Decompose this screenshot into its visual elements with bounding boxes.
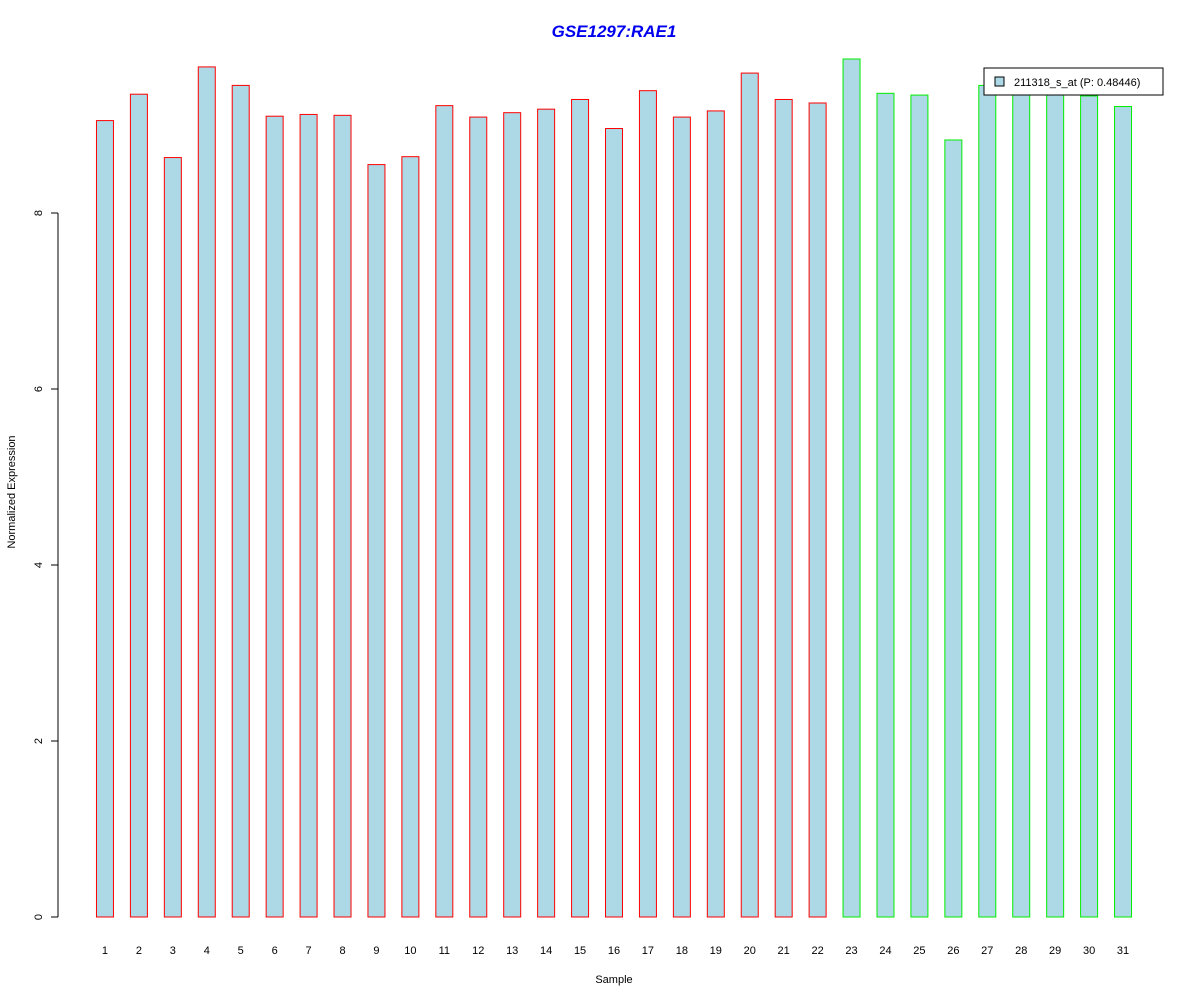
y-tick-label: 2 (33, 738, 45, 744)
bar-sample-21 (774, 98, 793, 918)
bar-sample-12 (469, 116, 488, 918)
x-tick-label: 5 (238, 945, 244, 957)
legend: 211318_s_at (P: 0.48446) (983, 67, 1164, 96)
bar-sample-18 (672, 116, 691, 918)
bar-sample-9 (367, 164, 386, 918)
x-tick-label: 24 (879, 945, 891, 957)
x-tick-label: 25 (913, 945, 925, 957)
x-tick-label: 21 (778, 945, 790, 957)
bar-sample-31 (1114, 106, 1133, 918)
bar-sample-19 (706, 110, 725, 918)
bar-sample-4 (197, 66, 216, 918)
x-tick-label: 19 (710, 945, 722, 957)
bar-sample-26 (944, 139, 963, 918)
x-tick-label: 12 (472, 945, 484, 957)
x-tick-label: 7 (306, 945, 312, 957)
x-tick-label: 17 (642, 945, 654, 957)
x-tick-label: 1 (102, 945, 108, 957)
x-tick-label: 22 (811, 945, 823, 957)
x-tick-label: 9 (373, 945, 379, 957)
x-axis-label: Sample (595, 974, 632, 986)
bar-sample-3 (163, 157, 182, 918)
x-tick-label: 30 (1083, 945, 1095, 957)
x-tick-label: 14 (540, 945, 552, 957)
bar-sample-17 (638, 90, 657, 918)
bar-sample-29 (1046, 91, 1065, 918)
bars (95, 58, 1133, 918)
x-tick-label: 4 (204, 945, 210, 957)
bar-sample-7 (299, 113, 318, 918)
bar-sample-15 (571, 98, 590, 918)
x-tick-label: 13 (506, 945, 518, 957)
bar-sample-24 (876, 92, 895, 918)
bar-sample-1 (95, 120, 114, 918)
bar-sample-22 (808, 102, 827, 918)
y-tick-label: 8 (33, 210, 45, 216)
x-tick-label: 28 (1015, 945, 1027, 957)
y-tick-label: 6 (33, 386, 45, 392)
legend-entry-label: 211318_s_at (P: 0.48446) (1014, 77, 1140, 89)
legend-box (983, 67, 1164, 96)
x-tick-label: 29 (1049, 945, 1061, 957)
bar-sample-6 (265, 115, 284, 918)
x-tick-label: 26 (947, 945, 959, 957)
x-tick-label: 18 (676, 945, 688, 957)
x-tick-label: 10 (404, 945, 416, 957)
chart-title: GSE1297:RAE1 (552, 22, 677, 41)
bar-sample-30 (1080, 95, 1099, 918)
bar-sample-27 (978, 84, 997, 918)
bar-sample-13 (503, 112, 522, 918)
bar-sample-8 (333, 114, 352, 918)
bar-sample-25 (910, 94, 929, 918)
legend-swatch (994, 76, 1005, 87)
x-tick-label: 31 (1117, 945, 1129, 957)
x-tick-label: 8 (339, 945, 345, 957)
x-tick-label: 11 (439, 945, 450, 957)
y-axis: 0 2 4 6 8 (33, 210, 59, 920)
bar-sample-23 (842, 58, 861, 918)
bar-sample-11 (435, 105, 454, 918)
x-tick-label: 15 (574, 945, 586, 957)
y-axis-label: Normalized Expression (6, 435, 18, 548)
x-tick-label: 6 (272, 945, 278, 957)
y-tick-label: 4 (33, 562, 45, 568)
bar-sample-10 (401, 156, 420, 918)
bar-sample-2 (129, 93, 148, 918)
y-tick-label: 0 (33, 914, 45, 920)
x-tick-label: 27 (981, 945, 993, 957)
x-tick-label: 3 (170, 945, 176, 957)
x-tick-label: 23 (845, 945, 857, 957)
bar-sample-28 (1012, 89, 1031, 918)
bar-sample-16 (605, 128, 623, 918)
bar-sample-5 (231, 84, 250, 918)
x-tick-label: 20 (744, 945, 756, 957)
x-tick-label: 2 (136, 945, 142, 957)
x-tick-labels: 1 2 3 4 5 6 7 8 9 10 11 12 13 14 15 16 17 18 19 20 21 22 23 24 2… (102, 945, 1129, 957)
bar-sample-14 (537, 108, 556, 918)
bar-sample-20 (740, 72, 759, 918)
x-tick-label: 16 (608, 945, 620, 957)
